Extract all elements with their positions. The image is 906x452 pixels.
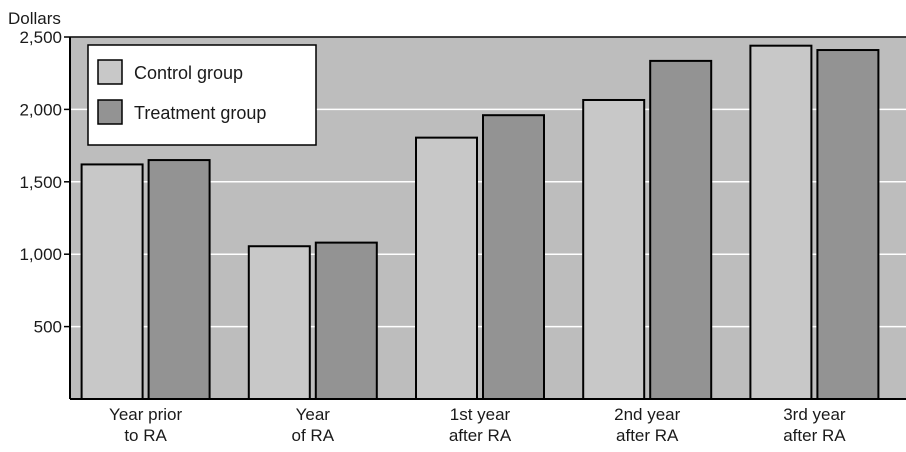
y-tick-label-1: 1,000 (19, 245, 62, 264)
category-label-4: 3rd year after RA (783, 405, 846, 445)
bar-control-3 (582, 98, 646, 400)
category-label-1-line-1: of RA (292, 426, 335, 445)
bar-treatment-4 (816, 49, 880, 400)
bar-control-2 (415, 136, 478, 401)
bar-control-4 (749, 44, 813, 401)
legend-swatch-treatment (97, 99, 123, 125)
category-label-0: Year prior to RA (109, 405, 182, 445)
bar-control-0 (80, 163, 144, 400)
category-label-4-line-0: 3rd year (783, 405, 846, 424)
category-label-4-line-1: after RA (783, 426, 846, 445)
category-label-0-line-1: to RA (124, 426, 167, 445)
y-axis-label: Dollars (8, 9, 61, 28)
legend: Control group Treatment group (87, 44, 317, 146)
legend-swatch-control (97, 59, 123, 85)
category-label-3-line-1: after RA (616, 426, 679, 445)
category-label-2-line-1: after RA (449, 426, 512, 445)
bar-treatment-2 (482, 114, 545, 401)
category-label-3: 2nd year after RA (614, 405, 680, 445)
bar-treatment-1 (314, 241, 378, 400)
legend-label-control: Control group (134, 63, 243, 83)
category-label-0-line-0: Year prior (109, 405, 182, 424)
category-label-1: Year of RA (292, 405, 335, 445)
category-label-2-line-0: 1st year (450, 405, 511, 424)
y-tick-label-3: 2,000 (19, 100, 62, 119)
category-label-1-line-0: Year (296, 405, 331, 424)
bar-treatment-3 (649, 59, 713, 400)
y-tick-label-0: 500 (34, 318, 62, 337)
legend-label-treatment: Treatment group (134, 103, 266, 123)
bar-treatment-0 (147, 159, 211, 400)
legend-box (87, 44, 317, 146)
y-tick-label-4: 2,500 (19, 28, 62, 47)
category-label-3-line-0: 2nd year (614, 405, 680, 424)
category-label-2: 1st year after RA (449, 405, 512, 445)
bar-control-1 (247, 245, 311, 400)
y-tick-label-2: 1,500 (19, 173, 62, 192)
